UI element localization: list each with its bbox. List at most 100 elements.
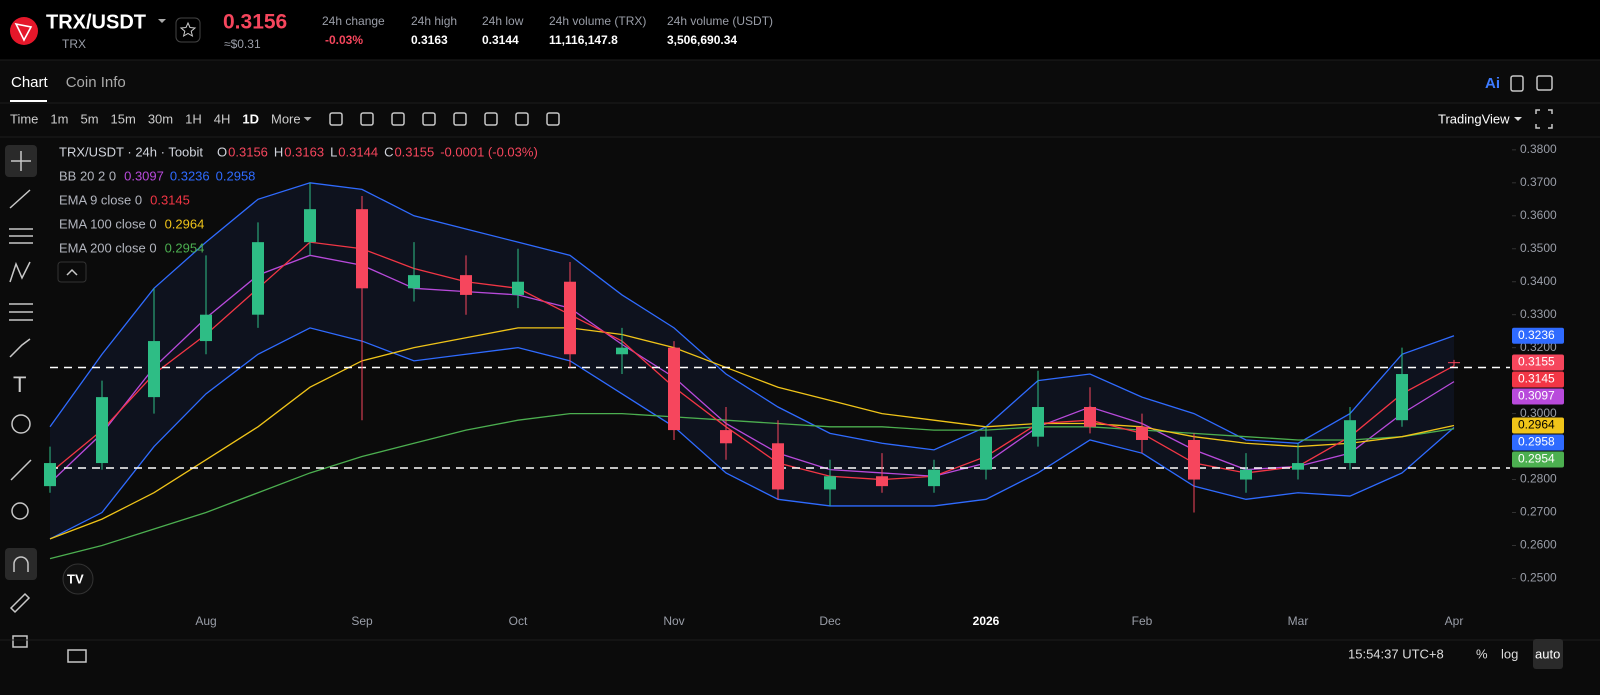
legend-text: EMA 200 close 0	[59, 240, 157, 255]
emoji-tool[interactable]	[11, 414, 31, 434]
interval-button[interactable]: Time	[10, 111, 38, 126]
toolbar-icon[interactable]	[546, 112, 560, 126]
candle-body	[668, 347, 680, 431]
price-tag-label: 0.3236	[1518, 328, 1555, 342]
price-tag-label: 0.3097	[1518, 389, 1555, 403]
price-tag-label: 0.2958	[1518, 435, 1555, 449]
x-tick-label: Dec	[819, 614, 840, 628]
favorite-button[interactable]	[175, 17, 201, 43]
stat-value: 11,116,147.8	[549, 33, 618, 47]
ema-line	[49, 412, 1455, 560]
source-dropdown[interactable]	[1514, 117, 1522, 121]
coin-logo-mark	[14, 22, 33, 42]
candle-body	[96, 397, 108, 464]
fib-tool[interactable]	[9, 228, 33, 244]
interval-button[interactable]: More	[271, 111, 301, 126]
clock: 15:54:37 UTC+8	[1348, 646, 1444, 661]
layout-button[interactable]	[1536, 75, 1553, 91]
legend-text: 0.2964	[165, 216, 205, 231]
text-tool[interactable]: T	[13, 372, 26, 397]
y-tick-label: 0.3700	[1520, 175, 1557, 189]
log-toggle[interactable]: log	[1501, 646, 1518, 661]
y-tick-label: 0.3300	[1520, 307, 1557, 321]
bb-fill	[50, 182, 1454, 539]
candle-body	[1396, 374, 1408, 421]
interval-button[interactable]: 1D	[242, 111, 259, 126]
interval-button[interactable]: 1m	[50, 111, 68, 126]
x-tick-label: Feb	[1132, 614, 1153, 628]
legend-text: 0.3145	[150, 192, 190, 207]
legend-text: 0.2958	[216, 168, 256, 183]
tab[interactable]: Coin Info	[66, 74, 126, 91]
price-tag-label: 0.2964	[1518, 418, 1555, 432]
base-asset: TRX	[62, 37, 86, 51]
interval-button[interactable]: 5m	[80, 111, 98, 126]
y-tick-label: 0.2500	[1520, 571, 1557, 585]
auto-button-bg[interactable]	[1533, 639, 1563, 669]
collapse-legend[interactable]	[57, 261, 87, 283]
toolbar-icon[interactable]	[484, 112, 498, 126]
tv-logo-text: TV	[67, 571, 84, 586]
zoom-tool[interactable]	[11, 502, 29, 520]
stat-value: 0.3144	[482, 33, 519, 47]
x-tick-label: 2026	[973, 614, 1000, 628]
toolbar-icon[interactable]	[360, 112, 374, 126]
crosshair-icon	[11, 151, 31, 171]
plot: 0.25000.26000.27000.28000.29000.30000.31…	[44, 142, 1564, 628]
auto-toggle[interactable]: auto	[1535, 646, 1560, 661]
toolbar-icon[interactable]	[422, 112, 436, 126]
candle-body	[1084, 407, 1096, 427]
symbol[interactable]: TRX/USDT	[46, 11, 146, 33]
ruler-tool[interactable]	[10, 459, 32, 481]
candle-body	[512, 281, 524, 295]
toolbar-icon[interactable]	[453, 112, 467, 126]
price-tag	[1512, 354, 1564, 371]
left-toolbar: T	[5, 145, 87, 663]
candle-body	[1448, 362, 1460, 364]
pattern-tool[interactable]	[9, 261, 31, 283]
ai-button[interactable]: Ai	[1485, 75, 1500, 92]
ema-line	[49, 327, 1455, 540]
candle-body	[304, 209, 316, 243]
candle-body	[1188, 439, 1200, 480]
candle-body	[564, 281, 576, 355]
fullscreen-button[interactable]	[1535, 109, 1553, 129]
source-label: TradingView	[1438, 111, 1510, 126]
interval-button[interactable]: 1H	[185, 111, 202, 126]
candle-body	[44, 463, 56, 487]
candle-body	[720, 430, 732, 444]
y-tick-label: 0.3600	[1520, 208, 1557, 222]
percent-toggle[interactable]: %	[1476, 646, 1488, 661]
notes-button[interactable]	[1510, 75, 1524, 92]
symbol-dropdown[interactable]	[158, 19, 166, 23]
forecast-tool[interactable]	[9, 303, 33, 321]
tab[interactable]: Chart	[11, 74, 49, 91]
date-range-button[interactable]	[67, 649, 87, 663]
draw-mode-tool[interactable]	[9, 592, 31, 614]
fiat-price: ≈$0.31	[224, 37, 261, 51]
price-tag	[1512, 451, 1564, 468]
stat-value: 3,506,690.34	[667, 33, 737, 47]
legend-text: 0.2954	[165, 240, 205, 255]
price-tag	[1512, 327, 1564, 344]
interval-button[interactable]: 15m	[111, 111, 136, 126]
trendline-tool[interactable]	[9, 189, 31, 209]
lock-tool[interactable]	[12, 635, 28, 648]
x-tick-label: Aug	[195, 614, 216, 628]
candle-body	[252, 242, 264, 315]
interval-button[interactable]: 30m	[148, 111, 173, 126]
toolbar-icon[interactable]	[391, 112, 405, 126]
legend-text: 0.3236	[170, 168, 210, 183]
toolbar-icon[interactable]	[329, 112, 343, 126]
price-tag	[1512, 434, 1564, 451]
legend-text: 0.3156	[228, 144, 268, 159]
brush-tool[interactable]	[9, 338, 31, 358]
magnet-tool[interactable]	[5, 548, 37, 580]
y-tick-label: 0.2600	[1520, 538, 1557, 552]
interval-button[interactable]: 4H	[214, 111, 231, 126]
tv-logo[interactable]	[62, 563, 94, 595]
toolbar-icon[interactable]	[515, 112, 529, 126]
collapse-icon	[66, 268, 78, 276]
legend-text: 0.3097	[124, 168, 164, 183]
candle-body	[148, 341, 160, 398]
